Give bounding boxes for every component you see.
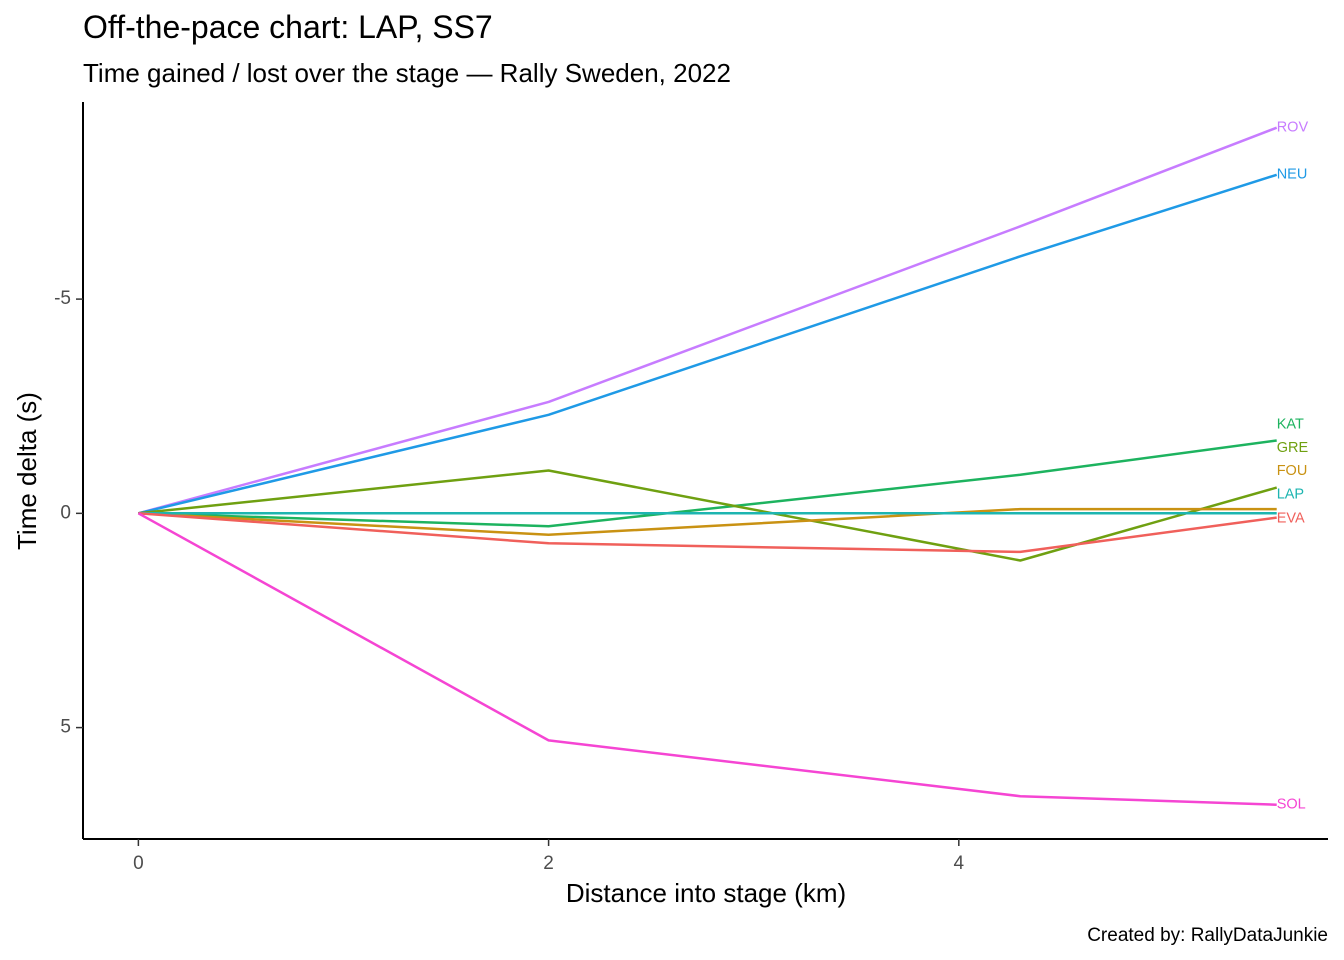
chart-subtitle: Time gained / lost over the stage — Rall… <box>83 58 731 88</box>
chart-caption: Created by: RallyDataJunkie <box>1087 925 1328 946</box>
chart-title: Off-the-pace chart: LAP, SS7 <box>83 9 493 45</box>
series-line-rov <box>138 126 1278 515</box>
series-line-eva <box>138 512 1277 554</box>
y-tick-label: -5 <box>54 288 71 309</box>
end-label-rov: ROV <box>1277 120 1309 136</box>
y-tick-label: 5 <box>60 717 71 738</box>
y-axis-ticks: -5 0 5 <box>54 288 83 738</box>
x-tick-label: 0 <box>133 853 144 874</box>
x-tick-label: 4 <box>954 853 965 874</box>
end-label-sol: SOL <box>1277 797 1306 813</box>
plot-lines <box>137 126 1278 806</box>
series-line-gre <box>138 469 1278 562</box>
y-tick-label: 0 <box>60 502 71 523</box>
x-axis-ticks: 0 2 4 <box>133 839 965 874</box>
end-label-gre: GRE <box>1277 440 1309 456</box>
series-line-kat <box>138 439 1277 528</box>
y-axis-title: Time delta (s) <box>12 392 42 550</box>
end-label-eva: EVA <box>1277 510 1305 526</box>
series-line-fou <box>138 507 1277 537</box>
series-line-sol <box>137 512 1277 806</box>
end-label-neu: NEU <box>1277 167 1308 183</box>
end-label-fou: FOU <box>1277 463 1308 479</box>
x-axis-title: Distance into stage (km) <box>566 878 846 908</box>
end-label-kat: KAT <box>1277 417 1304 433</box>
series-end-labels: ROV NEU KAT GRE FOU LAP EVA SOL <box>1277 120 1309 813</box>
x-tick-label: 2 <box>543 853 554 874</box>
series-line-neu <box>138 173 1278 515</box>
end-label-lap: LAP <box>1277 486 1304 502</box>
